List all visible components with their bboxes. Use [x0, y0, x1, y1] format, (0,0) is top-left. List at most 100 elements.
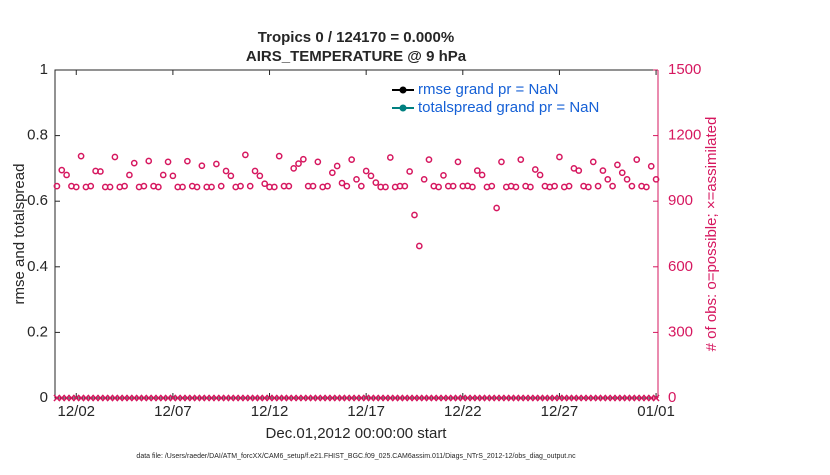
- possible-marker: [440, 172, 447, 179]
- possible-marker: [386, 154, 394, 161]
- possible-marker: [208, 183, 215, 191]
- possible-marker: [647, 162, 655, 170]
- possible-marker: [623, 175, 631, 183]
- possible-marker: [609, 182, 616, 190]
- possible-marker: [628, 182, 636, 190]
- possible-marker: [169, 172, 177, 180]
- possible-marker: [256, 172, 264, 180]
- y-tick-label: 0: [40, 389, 48, 406]
- possible-marker: [271, 183, 278, 191]
- possible-marker: [213, 160, 220, 168]
- possible-marker: [382, 183, 389, 191]
- possible-marker: [314, 158, 322, 166]
- x-tick-label: 12/07: [154, 403, 192, 420]
- y-tick-label: 0.6: [27, 192, 48, 209]
- possible-marker: [575, 167, 583, 174]
- possible-marker: [290, 165, 298, 172]
- possible-marker: [328, 169, 336, 177]
- possible-marker: [512, 183, 520, 191]
- y2-tick-label: 1500: [668, 61, 701, 78]
- possible-marker: [184, 157, 191, 165]
- y-tick-label: 1: [40, 61, 48, 78]
- possible-marker: [367, 172, 375, 180]
- legend-marker: [399, 104, 407, 112]
- possible-marker: [72, 183, 80, 191]
- possible-marker: [618, 169, 626, 177]
- possible-marker: [338, 179, 346, 187]
- possible-marker: [227, 172, 235, 180]
- x-tick-label: 12/27: [541, 403, 579, 420]
- possible-marker: [517, 156, 525, 164]
- possible-marker: [285, 182, 293, 190]
- possible-marker: [237, 182, 244, 190]
- y-tick-label: 0.4: [27, 258, 48, 275]
- possible-marker: [551, 182, 558, 190]
- possible-marker: [333, 162, 341, 170]
- possible-marker: [599, 167, 607, 174]
- possible-marker: [159, 171, 167, 179]
- possible-marker: [531, 166, 539, 173]
- y2-axis-label: # of obs: o=possible; ×=assimilated: [703, 117, 720, 352]
- possible-marker: [449, 182, 457, 190]
- assimilated-marker: [652, 394, 660, 402]
- possible-marker: [77, 152, 85, 160]
- possible-marker: [527, 183, 534, 191]
- x-tick-label: 01/01: [637, 403, 675, 420]
- x-tick-label: 12/02: [57, 403, 95, 420]
- possible-marker: [309, 182, 317, 190]
- legend-label: totalspread grand pr = NaN: [418, 99, 599, 116]
- possible-marker: [164, 158, 172, 166]
- possible-marker: [106, 183, 114, 191]
- y2-tick-label: 900: [668, 192, 693, 209]
- possible-marker: [155, 183, 162, 191]
- possible-marker: [614, 161, 621, 169]
- y2-tick-label: 300: [668, 323, 693, 340]
- possible-marker: [469, 183, 476, 191]
- possible-marker: [498, 158, 505, 166]
- possible-marker: [585, 183, 592, 191]
- possible-marker: [111, 153, 119, 161]
- possible-marker: [121, 182, 128, 190]
- possible-marker: [565, 182, 573, 190]
- possible-marker: [97, 168, 104, 175]
- possible-marker: [217, 182, 225, 190]
- possible-marker: [198, 162, 206, 170]
- legend-marker: [399, 86, 407, 94]
- possible-marker: [295, 160, 302, 167]
- possible-marker: [275, 152, 283, 160]
- possible-marker: [58, 166, 66, 174]
- possible-marker: [536, 171, 544, 179]
- possible-marker: [63, 171, 70, 179]
- plot-frame: [54, 69, 658, 399]
- possible-marker: [411, 211, 418, 219]
- x-tick-label: 12/12: [251, 403, 289, 420]
- possible-marker: [140, 182, 148, 190]
- possible-marker: [357, 182, 365, 190]
- y-tick-label: 0.2: [27, 323, 48, 340]
- possible-marker: [488, 182, 496, 190]
- possible-marker: [251, 167, 259, 175]
- possible-marker: [324, 182, 331, 190]
- possible-marker: [242, 151, 249, 159]
- y2-tick-label: 600: [668, 258, 693, 275]
- possible-marker: [420, 175, 428, 183]
- possible-marker: [130, 159, 138, 167]
- possible-marker: [193, 183, 201, 191]
- possible-marker: [87, 182, 95, 190]
- possible-marker: [493, 204, 500, 212]
- x-tick-label: 12/17: [347, 403, 385, 420]
- possible-marker: [652, 175, 660, 183]
- possible-marker: [179, 183, 186, 191]
- possible-marker: [556, 153, 563, 161]
- possible-marker: [246, 182, 254, 190]
- x-tick-label: 12/22: [444, 403, 482, 420]
- possible-marker: [401, 182, 409, 190]
- legend-label: rmse grand pr = NaN: [418, 81, 558, 98]
- possible-marker: [435, 183, 442, 191]
- possible-marker: [343, 182, 351, 190]
- possible-marker: [473, 167, 481, 174]
- possible-marker: [643, 183, 650, 191]
- possible-marker: [362, 167, 370, 175]
- footnote: data file: /Users/raeder/DAI/ATM_forcXX/…: [136, 453, 576, 460]
- possible-marker: [300, 155, 307, 163]
